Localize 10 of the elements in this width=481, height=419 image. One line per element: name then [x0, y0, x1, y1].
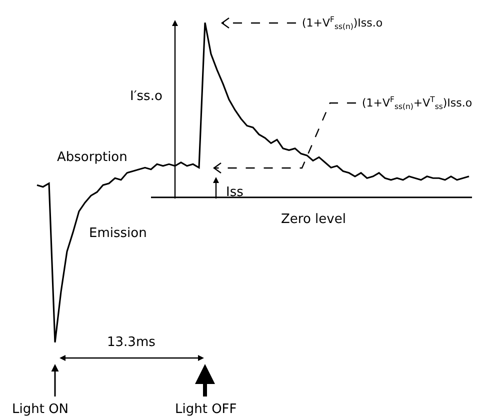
annotation: I′ss.o — [130, 89, 162, 104]
annotation: (1+V$^{F}$$_{ss(n)}$+V$^{T}$$_{ss}$)Iss.o — [362, 95, 472, 111]
annotation: Absorption — [57, 150, 128, 165]
text: Light ON — [12, 402, 69, 417]
annotation: Iss — [226, 185, 244, 200]
annotation: 13.3ms — [107, 335, 156, 350]
ref-line-label: Zero level — [281, 212, 346, 227]
annotation: (1+V$^{F}$$_{ss(n)}$)Iss.o — [302, 15, 383, 31]
annotation: Emission — [89, 226, 147, 241]
text: Light OFF — [175, 402, 237, 417]
